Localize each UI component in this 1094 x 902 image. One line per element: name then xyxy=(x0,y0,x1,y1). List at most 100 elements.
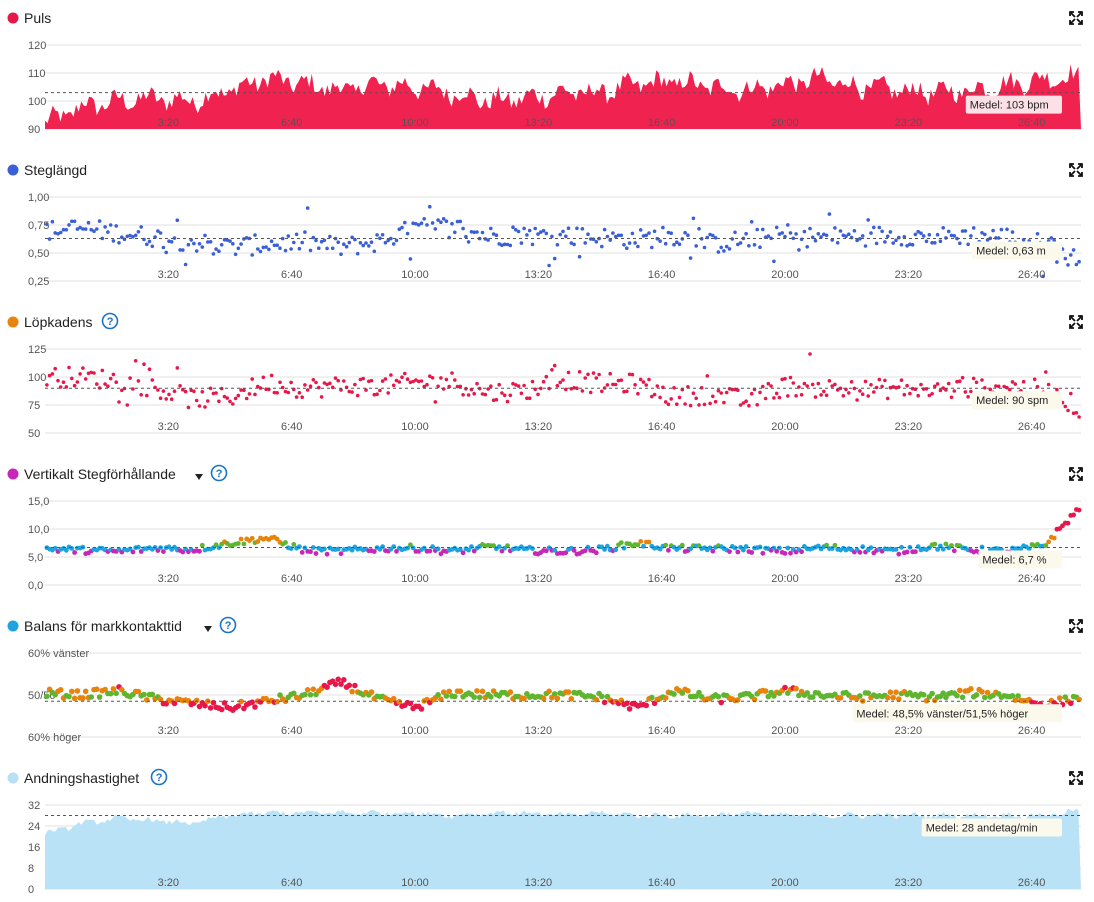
help-icon[interactable]: ? xyxy=(150,768,168,786)
help-icon[interactable]: ? xyxy=(101,312,119,330)
data-point xyxy=(541,228,546,233)
expand-icon[interactable] xyxy=(1069,11,1083,25)
data-point xyxy=(1066,408,1070,413)
data-point xyxy=(428,204,432,209)
data-point xyxy=(735,697,741,703)
data-point xyxy=(1069,253,1073,257)
data-point xyxy=(278,246,282,250)
data-point xyxy=(57,687,64,693)
data-point xyxy=(444,377,449,382)
data-point xyxy=(375,392,379,397)
expand-icon[interactable] xyxy=(1069,163,1083,177)
data-point xyxy=(475,230,479,234)
data-point xyxy=(458,384,463,389)
data-point xyxy=(985,238,990,242)
data-point xyxy=(804,690,810,696)
svg-text:Medel: 90 spm: Medel: 90 spm xyxy=(976,395,1048,407)
data-point xyxy=(460,550,466,556)
x-tick-label: 10:00 xyxy=(401,573,429,585)
help-icon[interactable]: ? xyxy=(210,464,228,482)
data-point xyxy=(145,393,149,398)
x-tick-label: 13:20 xyxy=(525,117,553,129)
data-point xyxy=(658,395,662,400)
panel-title: Balans för markkontakttid xyxy=(24,618,182,634)
data-point xyxy=(228,239,232,243)
x-tick-label: 3:20 xyxy=(158,725,179,737)
data-point xyxy=(786,394,790,398)
data-point xyxy=(893,689,899,695)
x-tick-label: 10:00 xyxy=(401,421,429,433)
x-tick-label: 10:00 xyxy=(401,269,429,281)
x-tick-label: 13:20 xyxy=(525,421,553,433)
data-point xyxy=(741,547,746,553)
data-point xyxy=(819,235,823,239)
data-point xyxy=(496,544,502,549)
data-point xyxy=(683,402,687,406)
svg-text:Medel: 0,63 m: Medel: 0,63 m xyxy=(976,245,1046,257)
data-point xyxy=(117,241,121,245)
data-point xyxy=(500,243,504,247)
data-point xyxy=(436,384,440,389)
data-point xyxy=(1068,700,1074,707)
data-point xyxy=(217,249,221,253)
expand-icon[interactable] xyxy=(1069,467,1083,481)
expand-icon[interactable] xyxy=(1069,771,1083,785)
expand-icon[interactable] xyxy=(1069,619,1083,633)
data-point xyxy=(539,386,543,391)
data-point xyxy=(824,393,829,398)
data-point xyxy=(274,536,280,542)
data-point xyxy=(197,242,202,246)
data-point xyxy=(1062,694,1069,700)
data-point xyxy=(211,252,216,256)
data-point xyxy=(730,237,735,241)
data-point xyxy=(824,233,829,238)
y-tick-label: 60% höger xyxy=(28,732,82,744)
data-point xyxy=(865,690,871,696)
dropdown-caret-icon[interactable] xyxy=(195,474,203,480)
expand-icon[interactable] xyxy=(1069,315,1083,329)
data-point xyxy=(944,388,948,392)
x-tick-label: 10:00 xyxy=(401,725,429,737)
data-point xyxy=(561,229,565,234)
data-point xyxy=(1074,262,1079,267)
data-point xyxy=(743,544,749,549)
data-point xyxy=(788,231,793,235)
data-point xyxy=(45,222,49,227)
data-point xyxy=(933,384,937,389)
data-point xyxy=(1063,404,1068,409)
x-tick-label: 23:20 xyxy=(895,421,923,433)
data-point xyxy=(430,544,435,550)
data-point xyxy=(380,379,385,383)
average-label: Medel: 6,7 % xyxy=(978,550,1062,569)
data-point xyxy=(181,387,185,392)
data-point xyxy=(880,384,884,389)
data-point xyxy=(761,384,765,389)
data-point xyxy=(304,687,311,693)
data-point xyxy=(860,234,865,238)
data-point xyxy=(472,391,477,396)
y-tick-label: 60% vänster xyxy=(28,648,89,660)
data-point xyxy=(1077,259,1081,264)
x-tick-label: 3:20 xyxy=(158,573,179,585)
help-icon[interactable]: ? xyxy=(219,616,237,634)
data-point xyxy=(491,398,496,403)
data-point xyxy=(619,233,624,238)
data-point xyxy=(169,397,174,402)
data-point xyxy=(253,392,257,397)
data-point xyxy=(555,243,560,247)
data-point xyxy=(613,234,618,239)
data-point xyxy=(577,254,582,259)
data-point xyxy=(342,242,346,246)
data-point xyxy=(646,539,652,545)
data-point xyxy=(305,388,310,392)
data-point xyxy=(788,375,793,380)
data-point xyxy=(747,244,751,248)
y-tick-label: 50/50 xyxy=(28,690,56,702)
data-point xyxy=(418,706,425,712)
data-point xyxy=(480,392,485,396)
panel-puls: Puls 120 110 100 90 Medel: 103 bpm 3:20 6:40 10:… xyxy=(7,10,1083,136)
data-point xyxy=(940,690,946,696)
dropdown-caret-icon[interactable] xyxy=(204,626,212,632)
x-tick-label: 26:40 xyxy=(1018,117,1046,129)
